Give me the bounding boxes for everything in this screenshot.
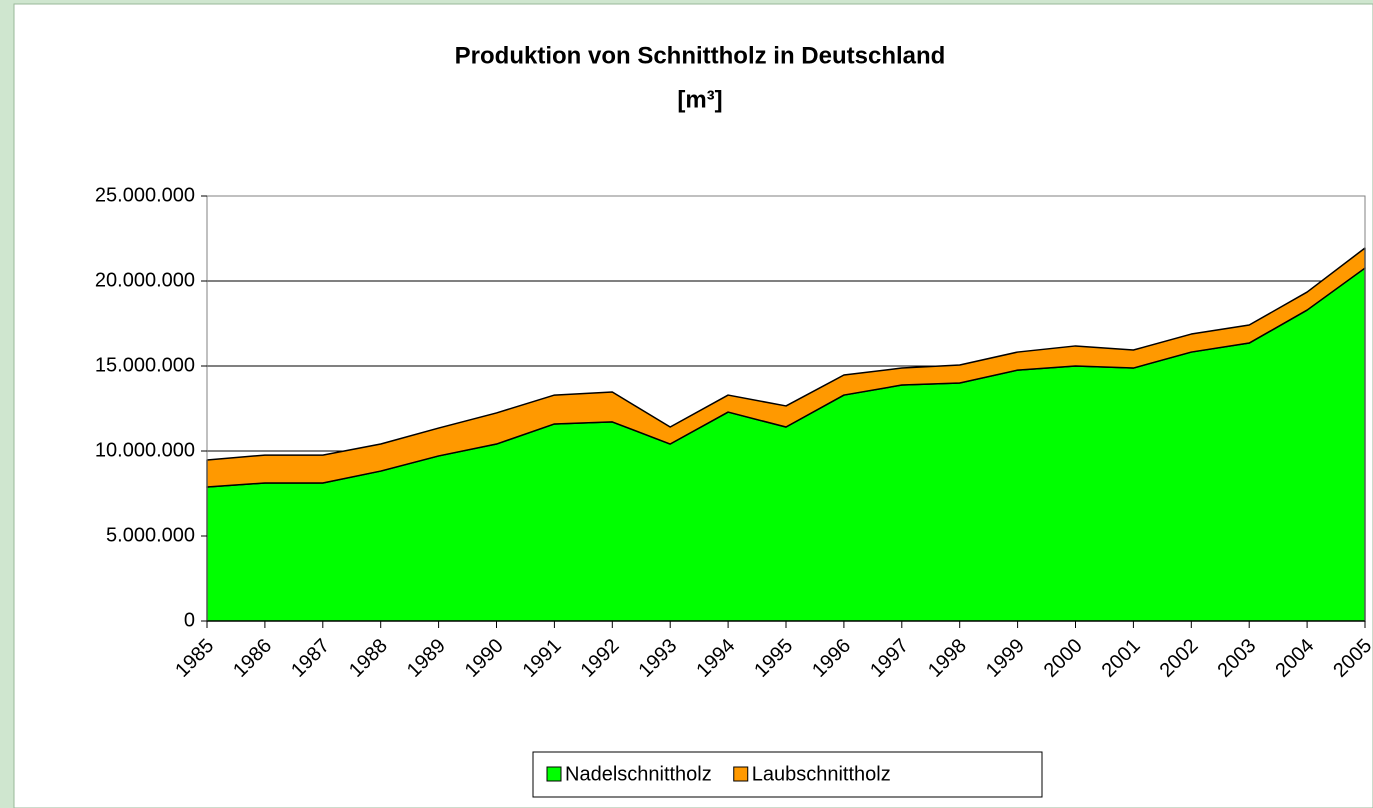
legend-swatch — [733, 766, 749, 782]
legend-label: Laubschnittholz — [752, 763, 891, 785]
chart-title: Produktion von Schnittholz in Deutschlan… — [455, 42, 946, 69]
legend: Nadelschnittholz Laubschnittholz — [546, 763, 891, 785]
y-tick-label: 15.000.000 — [95, 354, 195, 376]
legend-swatch — [546, 766, 562, 782]
y-tick-label: 0 — [184, 609, 195, 631]
chart-subtitle: [m³] — [677, 86, 722, 113]
y-tick-label: 25.000.000 — [95, 184, 195, 206]
y-tick-label: 20.000.000 — [95, 269, 195, 291]
legend-label: Nadelschnittholz — [565, 763, 712, 785]
y-tick-label: 5.000.000 — [106, 524, 195, 546]
legend-box — [532, 751, 1043, 798]
y-tick-label: 10.000.000 — [95, 439, 195, 461]
